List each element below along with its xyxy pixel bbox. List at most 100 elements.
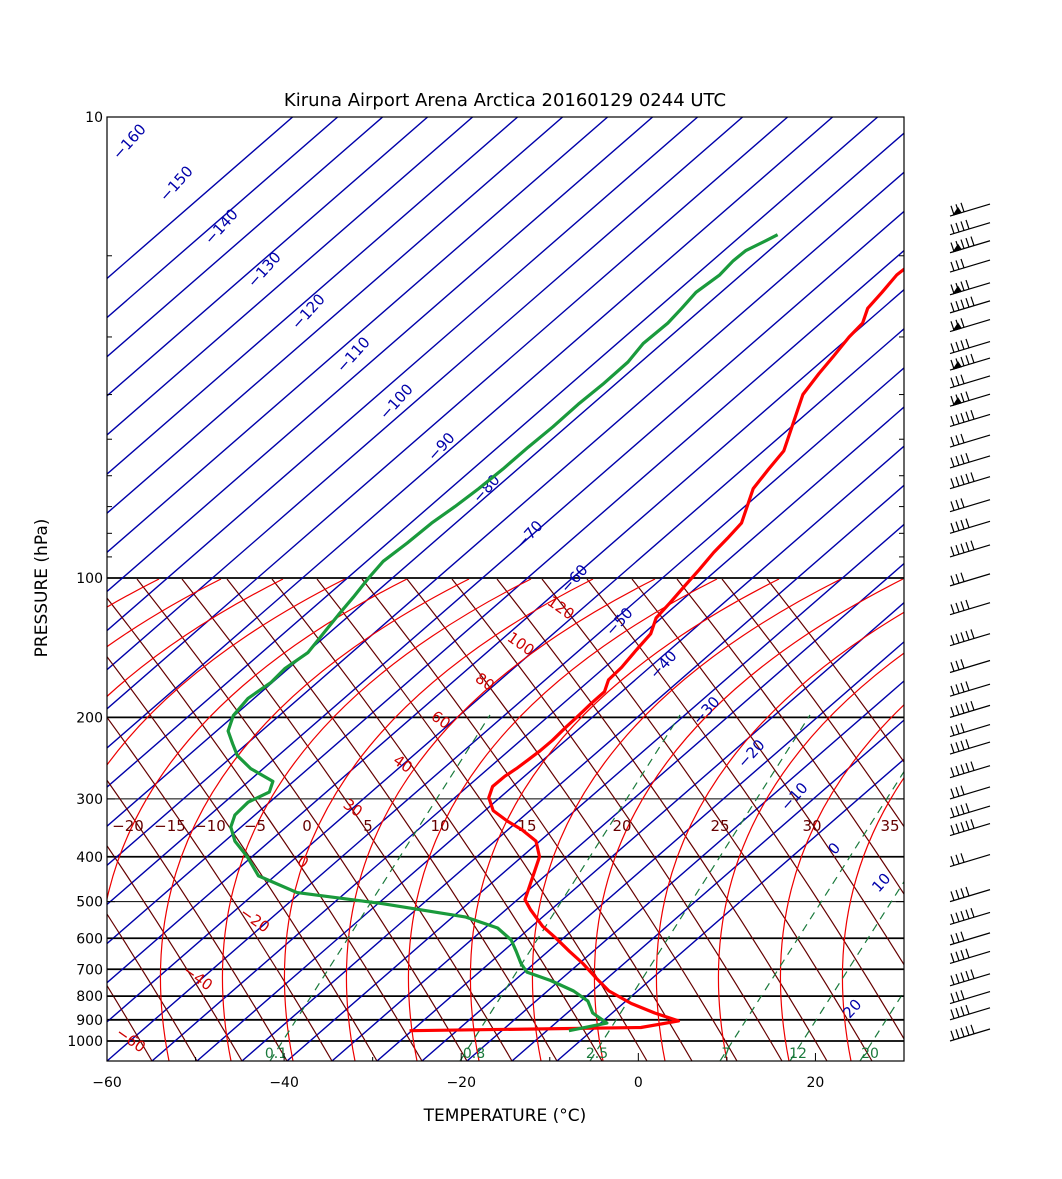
wind-barb: [949, 258, 991, 273]
wind-barb: [949, 723, 991, 738]
isotherm-label: −50: [602, 604, 637, 640]
theta-label: 60: [428, 707, 454, 733]
wind-barb-feather: [960, 950, 965, 960]
dry-adiabat: [676, 579, 904, 896]
wind-barb-feather: [960, 221, 965, 231]
wind-barb-feather: [960, 392, 965, 403]
moist-adiabat: [469, 579, 780, 1061]
wind-barb-feather: [970, 540, 975, 550]
wind-barb-staff: [949, 222, 991, 236]
isotherm-line: [107, 117, 384, 358]
wind-barb: [949, 969, 991, 987]
wind-barb-staff: [949, 741, 991, 755]
wind-barb-staff: [949, 659, 991, 674]
wind-barb: [949, 948, 991, 965]
moist-adiabat: [107, 579, 284, 698]
dry-adiabat: [0, 579, 17, 1061]
wind-barb-feather: [955, 973, 960, 984]
wind-barb-feather: [955, 300, 960, 311]
dry-adiabat-label: 25: [710, 817, 729, 835]
wind-barb-feather: [955, 889, 960, 900]
isotherm-line: [466, 680, 904, 1061]
wind-barb: [949, 453, 991, 469]
mixing-ratio-label: 0.1: [265, 1046, 287, 1062]
dry-adiabat: [226, 579, 558, 1061]
wind-barb: [949, 202, 991, 217]
wind-barb-feather: [965, 739, 970, 749]
isotherm-line: [107, 249, 904, 945]
wind-barb-feather: [960, 785, 965, 795]
wind-barb-feather: [960, 374, 965, 384]
wind-barb-feather: [955, 260, 960, 270]
wind-barb-staff: [949, 520, 991, 534]
dry-adiabat: [316, 579, 648, 1061]
wind-barb-feather: [970, 236, 975, 246]
mixing-ratio-label: 12: [789, 1046, 807, 1062]
x-axis-label: TEMPERATURE (°C): [423, 1106, 587, 1126]
isotherm-line: [107, 117, 474, 436]
wind-barb-feather: [950, 743, 955, 754]
dry-adiabat: [766, 579, 904, 763]
wind-barb: [949, 338, 991, 355]
wind-barb-feather: [950, 953, 955, 963]
wind-barb-feather: [950, 891, 955, 901]
wind-barb-feather: [965, 970, 970, 981]
wind-barb-feather: [950, 767, 955, 777]
wind-barb: [949, 219, 991, 236]
moist-adiabat: [107, 579, 346, 767]
wind-barb-feather: [950, 575, 955, 585]
isotherm-label: −80: [469, 471, 504, 507]
moist-adiabat: [531, 579, 842, 1061]
moist-adiabat: [407, 579, 718, 1061]
wind-barb: [949, 700, 991, 718]
wind-barb-feather: [960, 239, 965, 249]
wind-barb-staff: [949, 476, 991, 490]
wind-barb-feather: [960, 281, 965, 291]
dry-adiabat: [451, 579, 783, 1061]
wind-barb-feather: [950, 302, 955, 312]
wind-barb-feather: [955, 991, 960, 1002]
wind-barb: [949, 785, 991, 800]
wind-barb-staff: [949, 455, 991, 469]
wind-barb-feather: [965, 391, 970, 401]
wind-barb-feather: [955, 806, 960, 816]
dry-adiabat: [361, 579, 693, 1061]
wind-barb-flag: [952, 285, 962, 295]
wind-barb-staff: [949, 911, 991, 925]
isotherm-line: [107, 367, 904, 1061]
dry-adiabat: [721, 579, 904, 828]
wind-barb-feather: [955, 705, 960, 715]
wind-barb: [949, 540, 991, 558]
wind-barb-feather: [950, 1030, 955, 1040]
wind-barb-feather: [965, 681, 970, 691]
dry-adiabat-label: −20: [112, 817, 144, 835]
wind-barb-flag: [952, 243, 962, 253]
wind-barb-feather: [965, 279, 970, 290]
wind-barb-feather: [960, 682, 965, 693]
wind-barb: [949, 681, 991, 697]
wind-barb-feather: [960, 740, 965, 751]
theta-label: 80: [472, 669, 498, 695]
wind-barb-feather: [955, 222, 960, 233]
isotherm-line: [107, 117, 879, 789]
wind-barb: [949, 629, 991, 647]
wind-barb-feather: [950, 284, 955, 294]
wind-barb: [949, 931, 991, 946]
wind-barb-feather: [965, 411, 970, 421]
wind-barb-feather: [970, 908, 975, 918]
isotherm-label: −110: [333, 333, 374, 376]
plot-frame: [106, 116, 905, 1062]
wind-barb-feather: [950, 478, 955, 488]
wind-barb-feather: [960, 990, 965, 1000]
x-tick-label: 0: [634, 1075, 643, 1091]
mixing-ratio-line: [589, 714, 811, 1061]
wind-barb-feather: [950, 975, 955, 985]
dry-adiabat-label: 30: [802, 817, 821, 835]
dry-adiabat: [107, 984, 153, 1061]
wind-barb-feather: [950, 377, 955, 387]
dry-adiabat: [107, 779, 288, 1061]
wind-barb-feather: [950, 343, 955, 353]
mixing-ratio-line: [269, 714, 491, 1061]
dry-adiabat-label: 20: [612, 817, 631, 835]
wind-barb-feather: [960, 911, 965, 921]
